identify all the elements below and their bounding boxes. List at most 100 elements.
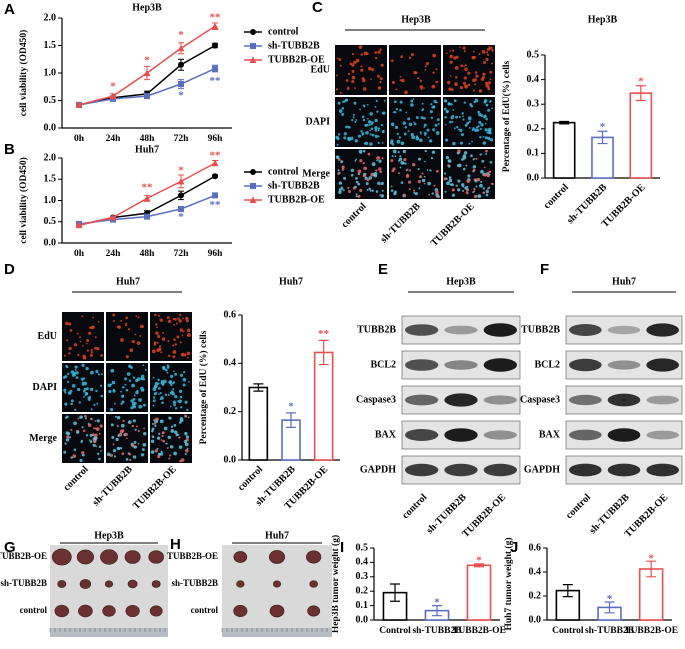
cell xyxy=(174,395,178,399)
significance-mark: * xyxy=(110,80,116,92)
y-tick-label: 0.5 xyxy=(527,49,540,60)
cell xyxy=(352,116,355,119)
y-axis-label: Hep3B tumor weight (g) xyxy=(330,535,341,633)
y-axis-label: cell viability (OD450) xyxy=(18,157,29,244)
cell xyxy=(109,453,114,458)
cell xyxy=(185,435,189,439)
cell xyxy=(354,120,357,124)
cell xyxy=(437,122,440,125)
cell xyxy=(66,380,70,383)
chart: Hep3B cell viability (OD450) 0.0 0.5 1.0 1.5 2… xyxy=(18,2,325,144)
cell xyxy=(122,394,125,397)
cell xyxy=(173,424,177,427)
cell xyxy=(467,174,471,178)
cell xyxy=(95,445,98,448)
cell xyxy=(179,395,183,399)
cell xyxy=(137,430,140,433)
cell xyxy=(449,60,453,64)
cell xyxy=(157,378,160,382)
cell xyxy=(472,50,475,53)
cell xyxy=(427,136,430,139)
cell xyxy=(448,87,452,91)
cell xyxy=(407,130,410,133)
cell xyxy=(115,437,119,442)
cell xyxy=(343,176,347,180)
cell xyxy=(477,110,480,114)
cell xyxy=(370,121,374,125)
cell xyxy=(454,99,457,103)
cell xyxy=(95,427,100,432)
micrograph xyxy=(443,45,495,95)
cell xyxy=(186,333,191,337)
cell xyxy=(382,111,386,115)
row-label: GAPDH xyxy=(360,464,396,475)
cell xyxy=(423,123,427,127)
panel-label: I xyxy=(340,539,344,556)
cell xyxy=(390,59,394,63)
cell xyxy=(89,326,92,330)
cell xyxy=(450,115,454,120)
cell xyxy=(126,372,131,376)
cell xyxy=(434,190,439,195)
cell xyxy=(477,194,482,198)
cell xyxy=(82,429,86,432)
cell xyxy=(456,164,460,167)
cell xyxy=(165,442,168,445)
cell xyxy=(181,420,184,422)
significance-mark: * xyxy=(288,400,294,412)
tumor xyxy=(306,550,322,564)
cell xyxy=(485,103,489,107)
cell xyxy=(170,429,175,433)
cell xyxy=(473,100,476,104)
cell xyxy=(426,128,430,132)
cell xyxy=(393,191,397,196)
cell xyxy=(132,376,136,379)
cell xyxy=(367,120,372,124)
cell xyxy=(376,110,379,113)
cell xyxy=(354,87,356,90)
cell xyxy=(381,157,384,160)
cell xyxy=(178,445,183,449)
cell xyxy=(464,64,467,67)
y-tick-label: 0.4 xyxy=(224,358,237,369)
cell xyxy=(469,103,473,107)
cell xyxy=(361,133,364,136)
cell xyxy=(420,132,422,135)
cell xyxy=(448,176,452,179)
cell xyxy=(405,174,410,178)
tumor xyxy=(79,579,92,589)
cell xyxy=(368,66,372,71)
cell xyxy=(156,447,159,450)
cell xyxy=(395,88,398,91)
cell xyxy=(369,133,372,136)
cell xyxy=(485,122,487,125)
cell xyxy=(430,103,433,106)
cell xyxy=(64,442,67,445)
chart-title: Huh7 xyxy=(135,144,159,155)
micrograph xyxy=(389,45,441,95)
cell xyxy=(178,436,181,439)
cell xyxy=(65,321,69,326)
cell xyxy=(100,450,102,452)
cell xyxy=(68,322,72,326)
cell xyxy=(424,69,427,71)
cell xyxy=(420,88,423,91)
cell xyxy=(418,157,421,161)
cell xyxy=(456,126,459,129)
tumor xyxy=(149,605,163,617)
cell xyxy=(459,128,463,133)
blot-band xyxy=(483,430,517,440)
cell xyxy=(451,188,455,192)
cell xyxy=(112,319,115,322)
cell xyxy=(85,417,87,420)
cell xyxy=(66,372,70,376)
cell xyxy=(462,155,467,160)
y-tick-label: 0.4 xyxy=(356,557,369,568)
significance-mark: * xyxy=(178,164,184,176)
cell xyxy=(96,419,100,423)
cell xyxy=(172,387,175,391)
blot-band xyxy=(646,358,680,372)
cell xyxy=(396,139,401,144)
marker xyxy=(249,196,257,203)
chart: Hep3B tumor weight (g) 0.0 0.1 0.2 0.3 0.4 0.5… xyxy=(330,535,506,636)
